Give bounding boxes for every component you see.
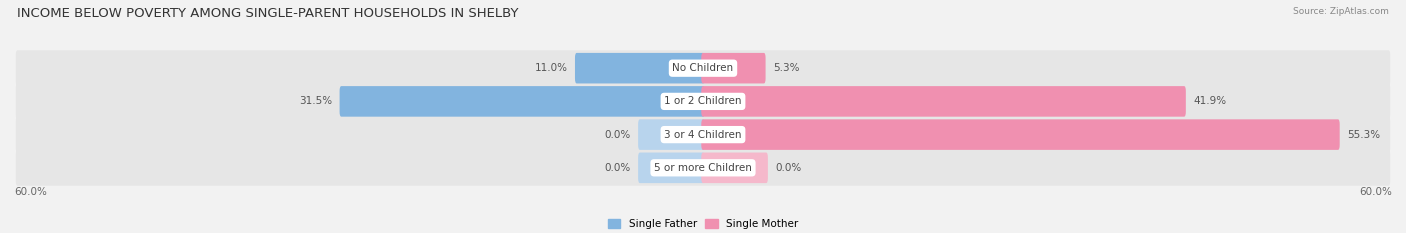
Text: Source: ZipAtlas.com: Source: ZipAtlas.com [1294,7,1389,16]
FancyBboxPatch shape [340,86,704,117]
FancyBboxPatch shape [702,53,766,83]
Text: 1 or 2 Children: 1 or 2 Children [664,96,742,106]
Text: 60.0%: 60.0% [14,187,46,197]
Text: 11.0%: 11.0% [534,63,568,73]
FancyBboxPatch shape [702,119,1340,150]
Legend: Single Father, Single Mother: Single Father, Single Mother [607,219,799,229]
Text: 41.9%: 41.9% [1194,96,1226,106]
Text: 5.3%: 5.3% [773,63,800,73]
Text: 31.5%: 31.5% [299,96,332,106]
Text: 0.0%: 0.0% [775,163,801,173]
FancyBboxPatch shape [702,86,1185,117]
Text: INCOME BELOW POVERTY AMONG SINGLE-PARENT HOUSEHOLDS IN SHELBY: INCOME BELOW POVERTY AMONG SINGLE-PARENT… [17,7,519,20]
Text: 55.3%: 55.3% [1347,130,1381,140]
Text: 5 or more Children: 5 or more Children [654,163,752,173]
FancyBboxPatch shape [638,153,704,183]
FancyBboxPatch shape [15,150,1391,186]
Text: No Children: No Children [672,63,734,73]
FancyBboxPatch shape [15,83,1391,119]
FancyBboxPatch shape [575,53,704,83]
Text: 0.0%: 0.0% [605,163,631,173]
Text: 60.0%: 60.0% [1360,187,1392,197]
FancyBboxPatch shape [702,153,768,183]
Text: 0.0%: 0.0% [605,130,631,140]
FancyBboxPatch shape [638,119,704,150]
Text: 3 or 4 Children: 3 or 4 Children [664,130,742,140]
FancyBboxPatch shape [15,50,1391,86]
FancyBboxPatch shape [15,117,1391,153]
